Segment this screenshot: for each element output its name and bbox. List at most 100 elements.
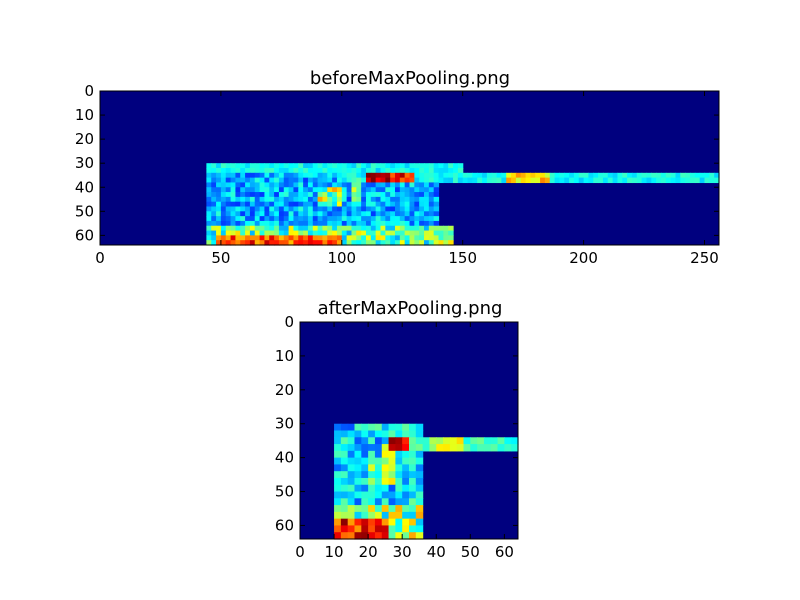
heatmap-cell (249, 240, 256, 246)
heatmap-cell (298, 225, 304, 232)
heatmap-cell (380, 192, 386, 198)
heatmap-cell (399, 201, 406, 208)
heatmap-cell (374, 464, 383, 472)
heatmap-cell (312, 182, 319, 188)
heatmap-cell (341, 192, 348, 198)
heatmap-cell (409, 464, 417, 472)
heatmap-cell (404, 206, 411, 212)
heatmap-cell (211, 206, 217, 212)
heatmap-cell (303, 240, 309, 246)
heatmap-cell (340, 423, 349, 432)
x-tick-label: 10 (325, 543, 344, 561)
heatmap-cell (699, 177, 706, 184)
heatmap-cell (694, 177, 701, 184)
heatmap-cell (259, 192, 266, 198)
heatmap-cell (497, 444, 505, 452)
heatmap-cell (409, 177, 415, 184)
heatmap-cell (336, 182, 343, 188)
heatmap-cell (298, 172, 304, 179)
heatmap-cell (312, 201, 319, 208)
heatmap-cell (269, 235, 275, 241)
heatmap-cell (402, 457, 410, 466)
heatmap-cell (327, 168, 333, 174)
heatmap-cell (254, 201, 261, 208)
heatmap-cell (307, 220, 314, 227)
heatmap-cell (334, 511, 342, 520)
heatmap-cell (216, 196, 222, 203)
heatmap-cell (317, 240, 324, 246)
heatmap-cell (404, 211, 411, 217)
x-tick-label: 50 (211, 249, 230, 267)
heatmap-cell (235, 235, 241, 241)
heatmap-cell (409, 240, 415, 246)
heatmap-cell (385, 182, 391, 188)
heatmap-cell (443, 437, 451, 445)
heatmap-cell (506, 172, 512, 179)
heatmap-cell (361, 206, 367, 212)
heatmap-cell (463, 444, 471, 452)
heatmap-cell (675, 177, 681, 184)
heatmap-cell (414, 182, 420, 188)
heatmap-cell (354, 525, 362, 533)
heatmap-cell (230, 220, 237, 227)
heatmap-cell (332, 192, 338, 198)
heatmap-cell (390, 163, 396, 169)
heatmap-cell (354, 484, 362, 493)
heatmap-cell (385, 172, 391, 179)
heatmap-cell (385, 206, 391, 212)
heatmap-cell (414, 240, 420, 246)
heatmap-cell (298, 182, 304, 188)
heatmap-cell (402, 511, 410, 520)
heatmap-cell (274, 201, 280, 208)
heatmap-cell (245, 230, 251, 236)
heatmap-cell (354, 518, 362, 527)
heatmap-cell (293, 235, 299, 241)
heatmap-cell (385, 196, 391, 203)
heatmap-cell (375, 220, 382, 227)
heatmap-cell (230, 211, 237, 217)
heatmap-cell (317, 172, 324, 179)
heatmap-cell (322, 196, 328, 203)
heatmap-cell (230, 196, 237, 203)
heatmap-cell (278, 240, 285, 246)
heatmap-cell (356, 235, 362, 241)
heatmap-cell (216, 172, 222, 179)
heatmap-cell (274, 230, 280, 236)
heatmap-cell (409, 525, 417, 533)
heatmap-cell (394, 168, 401, 174)
heatmap-cell (395, 484, 403, 493)
heatmap-cell (354, 511, 362, 520)
heatmap-cell (235, 211, 241, 217)
heatmap-cell (365, 220, 372, 227)
heatmap-cell (274, 163, 280, 169)
heatmap-cell (274, 206, 280, 212)
heatmap-cell (415, 471, 424, 479)
heatmap-cell (385, 235, 391, 241)
heatmap-cell (254, 163, 261, 169)
heatmap-cell (346, 211, 353, 217)
heatmap-cell (259, 196, 266, 203)
heatmap-cell (278, 230, 285, 236)
heatmap-cell (312, 220, 319, 227)
heatmap-cell (312, 225, 319, 232)
heatmap-cell (409, 471, 417, 479)
heatmap-cell (365, 216, 372, 222)
heatmap-cell (249, 225, 256, 232)
heatmap-cell (245, 172, 251, 179)
heatmap-cell (394, 240, 401, 246)
heatmap-cell (351, 225, 357, 232)
heatmap-cell (240, 220, 246, 227)
heatmap-cell (436, 437, 444, 445)
heatmap-cell (340, 525, 349, 533)
heatmap-cell (409, 211, 415, 217)
heatmap-cell (351, 177, 357, 184)
heatmap-cell (336, 220, 343, 227)
heatmap-cell (230, 168, 237, 174)
heatmap-cell (472, 177, 478, 184)
heatmap-cell (424, 206, 430, 212)
heatmap-cell (409, 230, 415, 236)
heatmap-cell (327, 240, 333, 246)
heatmap-cell (370, 211, 377, 217)
heatmap-cell (689, 172, 696, 179)
heatmap-cell (351, 168, 357, 174)
